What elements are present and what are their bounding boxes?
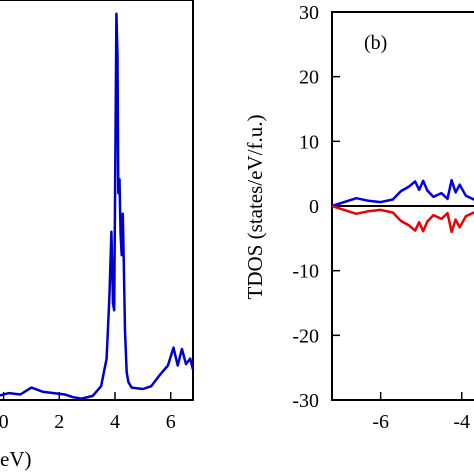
panel-b-series-down-line	[331, 204, 474, 234]
panel-b-x-tick-label: -4	[453, 411, 470, 433]
panel-b-y-tick-label: -10	[292, 261, 319, 283]
panel-a-x-tick-label: 6	[166, 411, 176, 433]
panel-a-frame	[0, 0, 194, 401]
panel-b-x-tick-label: -6	[372, 411, 389, 433]
panel-a-x-tick-label: 2	[54, 411, 64, 433]
panel-b: -30 -20 -10 0 10 20 30 -6 -4 (b) TDOS (states/e…	[243, 2, 474, 433]
panel-a-series-line	[0, 12, 195, 400]
panel-a-x-tick-label: 0	[0, 411, 9, 433]
panel-a-series	[0, 12, 195, 400]
panel-b-series-up-line	[331, 178, 474, 208]
panel-b-x-ticks: -6 -4	[372, 392, 470, 433]
panel-b-annotation: (b)	[364, 32, 387, 54]
panel-b-y-axis-label: TDOS (states/eV/f.u.)	[243, 115, 267, 300]
panel-b-y-tick-label: 0	[309, 196, 319, 218]
panel-b-y-tick-label: 30	[299, 2, 319, 24]
panel-a-x-axis-label: eV)	[0, 447, 31, 471]
panel-b-y-tick-label: -30	[292, 390, 319, 412]
panel-a-x-tick-label: 4	[110, 411, 120, 433]
panel-b-y-tick-label: 10	[299, 131, 319, 153]
panel-b-y-tick-label: 20	[299, 67, 319, 89]
panel-b-y-ticks: -30 -20 -10 0 10 20 30	[292, 2, 340, 412]
panel-b-series	[331, 178, 474, 234]
panel-b-y-tick-label: -20	[292, 325, 319, 347]
panel-a: 0 2 4 6 eV)	[0, 0, 195, 471]
